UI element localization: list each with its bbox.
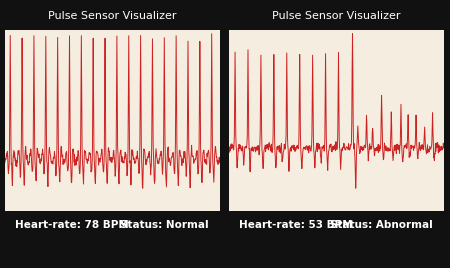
Text: Status: Normal: Status: Normal	[120, 220, 209, 230]
Text: Pulse Sensor Visualizer: Pulse Sensor Visualizer	[48, 11, 176, 21]
Text: Pulse Sensor Visualizer: Pulse Sensor Visualizer	[272, 11, 400, 21]
Text: Heart-rate: 78 BPM: Heart-rate: 78 BPM	[15, 220, 129, 230]
Text: Status: Abnormal: Status: Abnormal	[330, 220, 433, 230]
Text: Heart-rate: 53 BPM: Heart-rate: 53 BPM	[239, 220, 353, 230]
